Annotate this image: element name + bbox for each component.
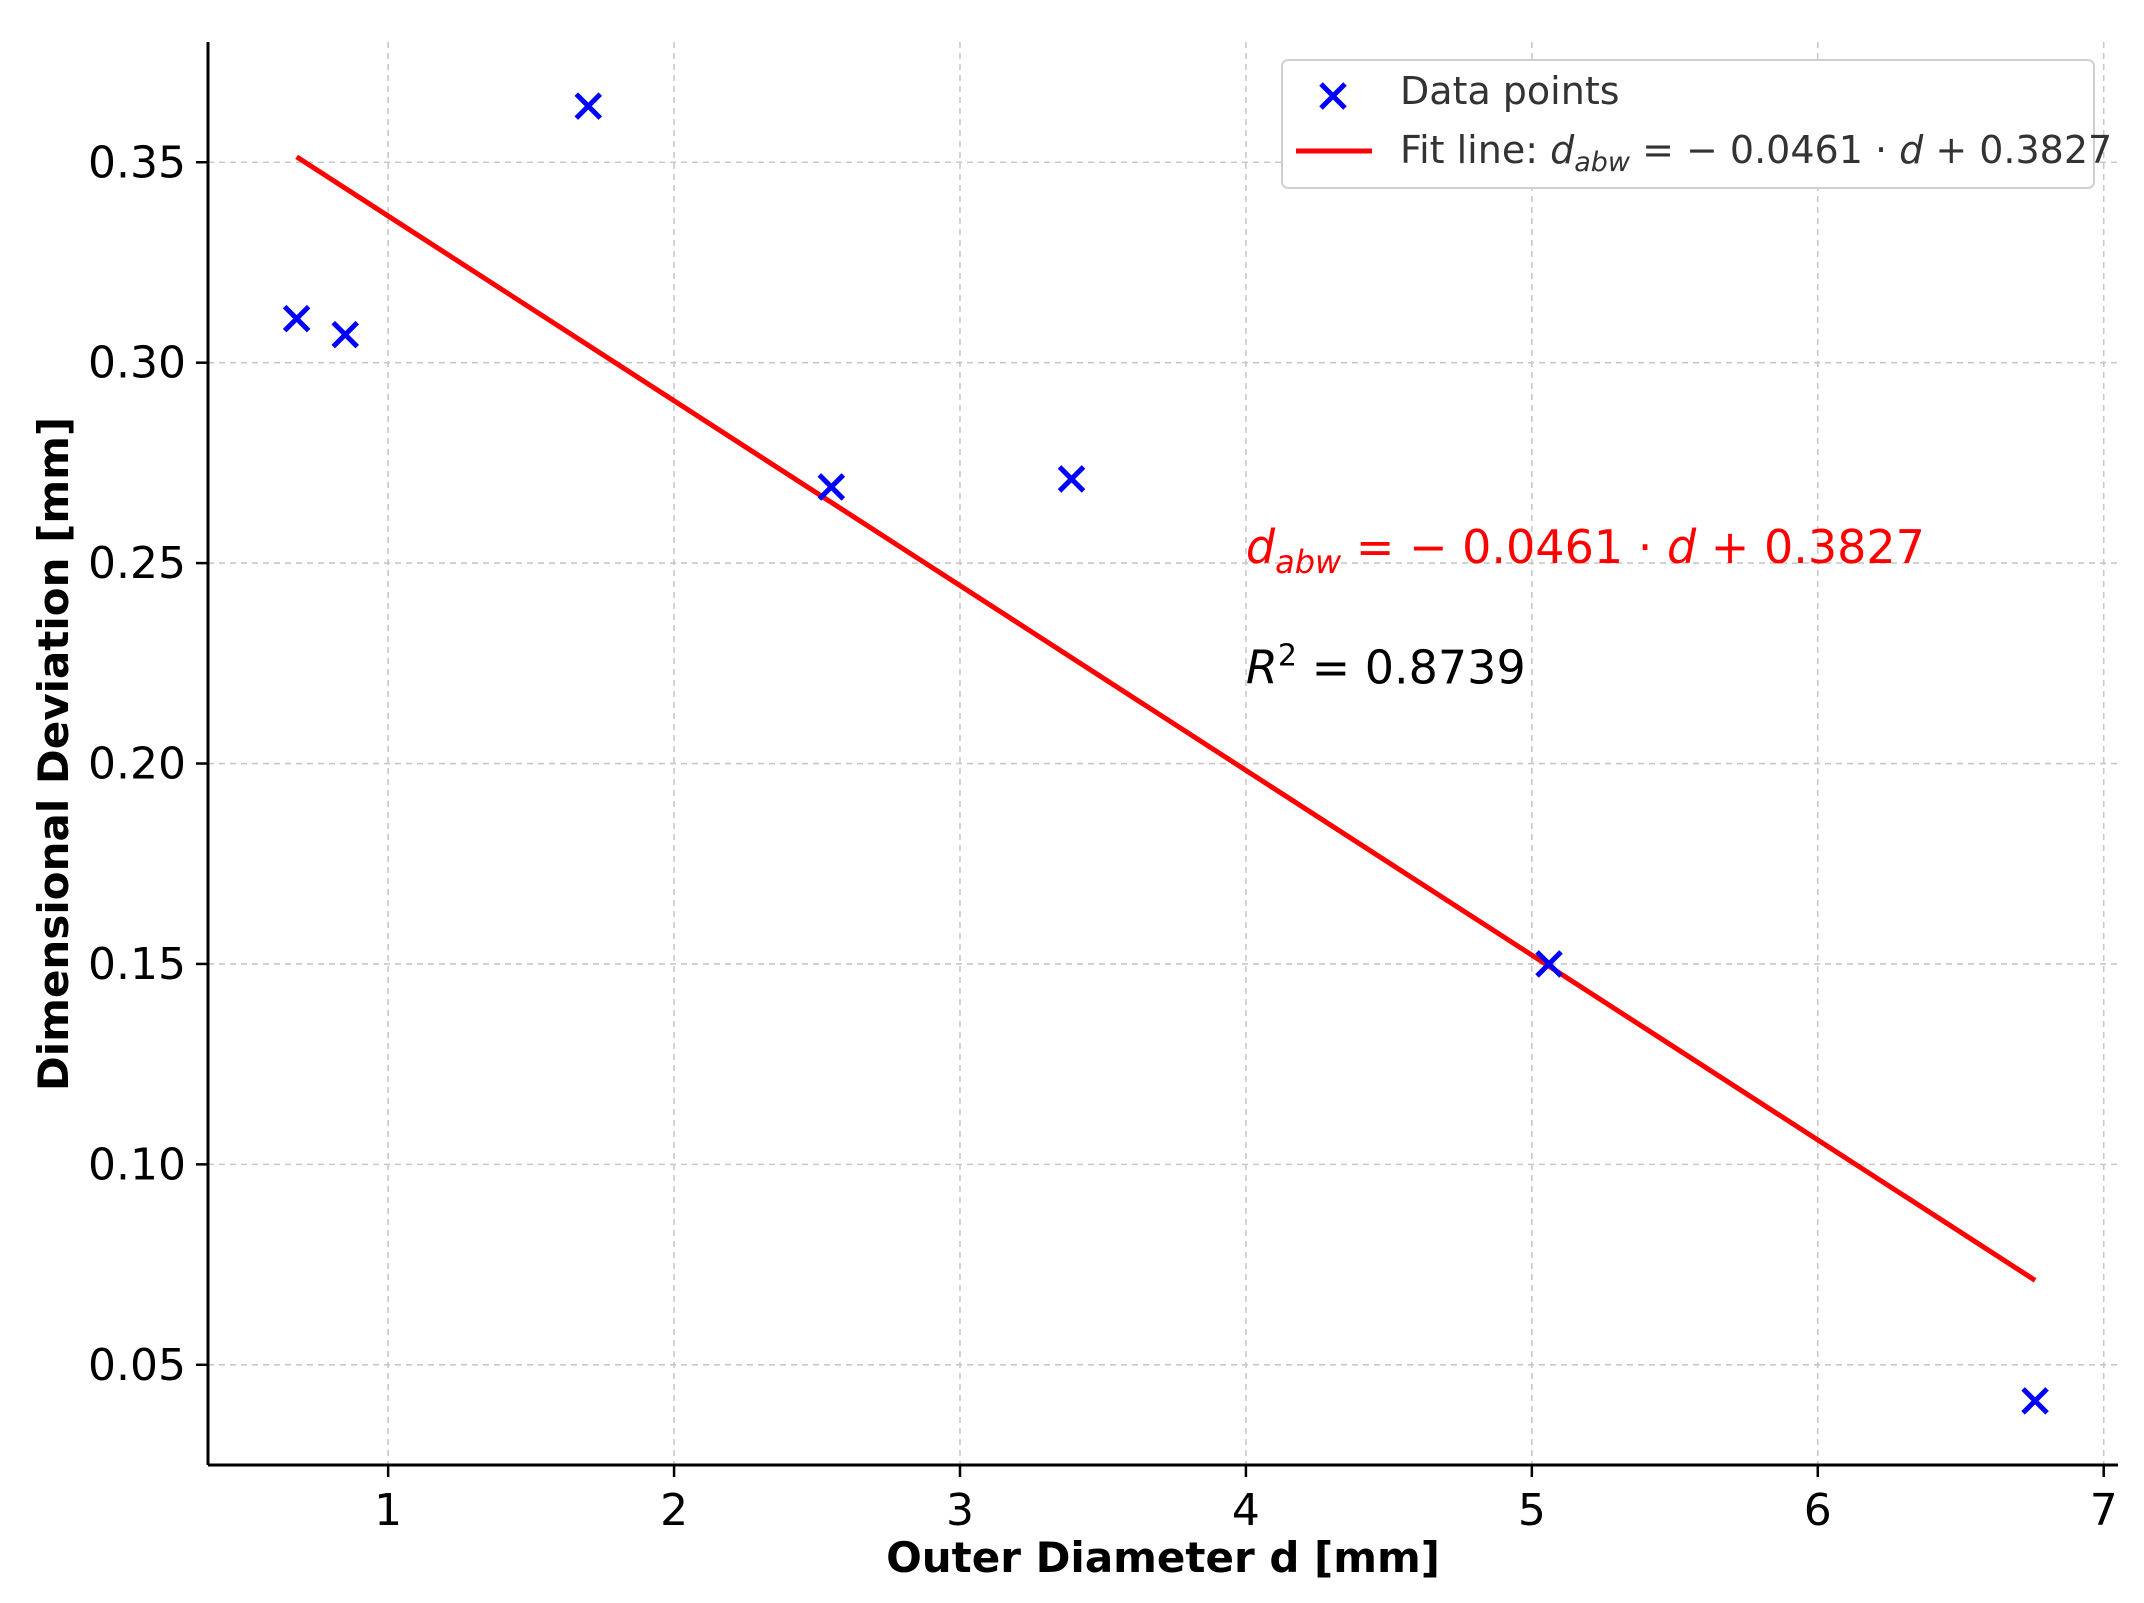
data-point <box>1535 950 1563 978</box>
fit-line-layer <box>295 154 2037 1283</box>
x-tick-label: 1 <box>374 1485 402 1536</box>
legend-eq-d: d <box>1550 128 1575 172</box>
legend-fit-prefix: Fit line: <box>1400 128 1550 172</box>
data-point <box>282 304 311 333</box>
eq-sub: abw <box>1275 543 1342 581</box>
r-squared-annotation: R2 = 0.8739 <box>1246 638 1526 694</box>
legend-scatter-label: Data points <box>1400 69 1620 113</box>
grid <box>208 42 2118 1465</box>
legend: Data points Fit line: dabw = − 0.0461 · … <box>1281 59 2112 189</box>
data-point <box>2021 1387 2049 1415</box>
x-axis-title: Outer Diameter d [mm] <box>886 1533 1440 1582</box>
y-tick-label: 0.20 <box>88 739 186 790</box>
eq-d: d <box>1246 520 1276 574</box>
legend-eq-sub: abw <box>1574 147 1631 178</box>
x-tick-label: 6 <box>1804 1485 1832 1536</box>
legend-box <box>1281 59 2095 189</box>
x-tick-label: 3 <box>946 1485 974 1536</box>
y-tick-label: 0.05 <box>88 1340 186 1391</box>
data-point <box>1057 465 1086 493</box>
legend-scatter-marker <box>1319 82 1347 110</box>
y-tick-label: 0.25 <box>88 538 186 589</box>
data-point <box>817 473 846 501</box>
legend-fit-label: Fit line: dabw = − 0.0461 · d + 0.3827 <box>1400 128 2112 178</box>
x-tick-label: 7 <box>2090 1485 2118 1536</box>
axes <box>196 42 2118 1477</box>
y-tick-label: 0.30 <box>88 338 186 389</box>
tick-labels: 1 2 3 4 5 6 7 0.05 0.10 0.15 0.20 0.25 0.30 0.35 <box>88 137 2118 1536</box>
x-tick-label: 4 <box>1232 1485 1260 1536</box>
legend-eq-var: d <box>1899 128 1924 172</box>
eq-rest: = − 0.0461 · <box>1341 520 1667 574</box>
eq-var: d <box>1667 520 1697 574</box>
x-tick-label: 2 <box>660 1485 688 1536</box>
y-tick-label: 0.35 <box>88 137 186 188</box>
r2-rest: = 0.8739 <box>1297 640 1526 694</box>
eq-tail: + 0.3827 <box>1696 520 1925 574</box>
legend-eq-tail: + 0.3827 <box>1923 128 2112 172</box>
r2-r: R <box>1246 640 1278 694</box>
fit-line <box>295 154 2037 1283</box>
x-tick-label: 5 <box>1518 1485 1546 1536</box>
data-points <box>282 92 2049 1415</box>
data-point <box>331 320 360 349</box>
y-tick-label: 0.10 <box>88 1139 186 1190</box>
legend-eq-rest: = − 0.0461 · <box>1630 128 1899 172</box>
data-point <box>574 92 603 120</box>
annotations: dabw = − 0.0461 · d + 0.3827 R2 = 0.8739 <box>1246 520 1925 694</box>
y-tick-label: 0.15 <box>88 939 186 990</box>
y-axis-title: Dimensional Deviation [mm] <box>29 417 78 1091</box>
r2-sup: 2 <box>1278 638 1297 673</box>
fit-equation-annotation: dabw = − 0.0461 · d + 0.3827 <box>1246 520 1925 581</box>
